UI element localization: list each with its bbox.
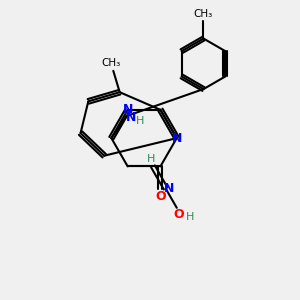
Text: CH₃: CH₃ — [101, 58, 121, 68]
Text: H: H — [136, 116, 144, 125]
Text: O: O — [173, 208, 184, 221]
Text: H: H — [147, 154, 156, 164]
Text: N: N — [164, 182, 174, 195]
Text: H: H — [186, 212, 194, 222]
Text: N: N — [122, 103, 133, 116]
Text: O: O — [155, 190, 166, 202]
Text: N: N — [126, 111, 136, 124]
Text: CH₃: CH₃ — [194, 9, 213, 19]
Text: N: N — [172, 132, 182, 145]
